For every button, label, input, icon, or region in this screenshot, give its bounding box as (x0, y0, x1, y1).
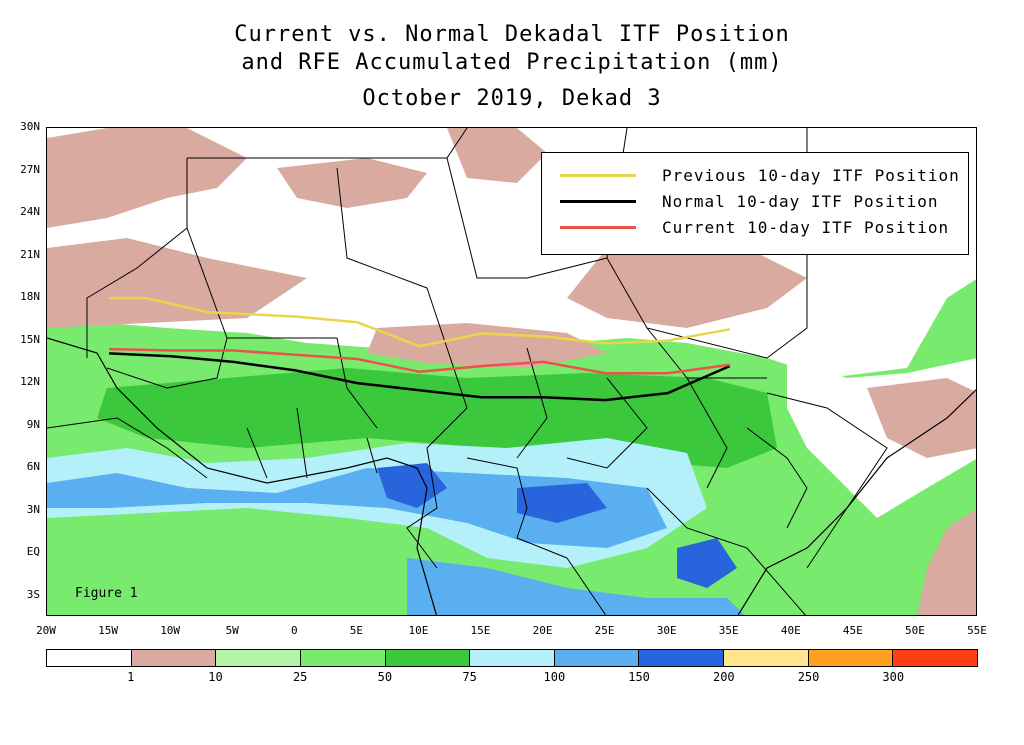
x-tick-label: 20E (532, 624, 553, 637)
wet-zone-150 (47, 468, 667, 548)
x-tick-label: 50E (904, 624, 925, 637)
colorbar-label: 75 (462, 670, 477, 684)
colorbar-label: 300 (882, 670, 905, 684)
colorbar-label: 250 (797, 670, 820, 684)
x-tick-label: 5E (349, 624, 363, 637)
x-tick-label: 55E (967, 624, 987, 637)
colorbar-label: 200 (712, 670, 735, 684)
x-tick-label: 35E (718, 624, 739, 637)
y-tick-label: 3S (26, 587, 40, 601)
dry-patch-5 (47, 238, 307, 328)
y-tick-label: 30N (20, 120, 40, 133)
x-tick-label: 15W (98, 624, 118, 637)
colorbar-swatch (131, 650, 217, 666)
x-tick-label: 25E (594, 624, 615, 637)
colorbar-swatch (554, 650, 640, 666)
colorbar-swatch (724, 650, 809, 666)
y-tick-label: 24N (20, 205, 40, 219)
legend-item-normal: Normal 10-day ITF Position (542, 189, 970, 215)
dry-patch-8 (917, 509, 976, 615)
wet-zone-200-b (517, 483, 607, 523)
y-tick-label: 9N (26, 417, 40, 431)
wet-zone-150-south (407, 558, 745, 615)
dry-patch-3 (447, 128, 547, 183)
dry-patch-1 (47, 128, 247, 228)
dry-patch-7 (867, 378, 976, 458)
y-tick-label: 27N (20, 162, 40, 176)
chart-title-line-2: and RFE Accumulated Precipitation (mm) (241, 50, 783, 75)
colorbar-label: 10 (208, 670, 223, 684)
x-tick-label: 20W (36, 624, 56, 637)
legend-item-previous: Previous 10-day ITF Position (542, 163, 970, 189)
colorbar-swatch (300, 650, 386, 666)
dry-patch-6 (367, 323, 607, 368)
itf-legend: Previous 10-day ITF Position Normal 10-d… (541, 152, 969, 255)
coastline (47, 337, 976, 615)
legend-line-previous (560, 174, 636, 177)
x-tick-label: 0 (290, 624, 298, 637)
colorbar-label: 150 (628, 670, 650, 684)
legend-line-current (560, 226, 636, 229)
wet-zone-200-c (677, 538, 737, 588)
chart-subtitle-date: October 2019, Dekad 3 (362, 86, 662, 111)
dry-patch-4 (567, 238, 807, 328)
y-tick-label: 12N (20, 375, 40, 389)
legend-line-normal (560, 200, 636, 203)
colorbar-label: 50 (377, 670, 393, 684)
figure-label: Figure 1 (75, 586, 138, 601)
legend-item-current: Current 10-day ITF Position (542, 215, 970, 241)
wet-zone-200 (377, 463, 447, 508)
y-tick-label: 3N (26, 502, 40, 516)
x-tick-label: 40E (780, 624, 801, 637)
y-tick-label: 6N (26, 460, 40, 474)
x-tick-label: 10E (408, 624, 429, 637)
colorbar-swatch (216, 650, 301, 666)
colorbar-swatch (808, 650, 894, 666)
colorbar-label: 100 (543, 670, 566, 684)
itf-line-previous (109, 296, 730, 348)
y-tick-label: 21N (20, 247, 40, 261)
x-tick-label: 5W (225, 624, 239, 637)
y-tick-label: 18N (20, 290, 40, 304)
itf-line-normal (109, 352, 731, 402)
x-tick-label: 30E (656, 624, 677, 637)
colorbar-swatch (639, 650, 725, 666)
country-borders (47, 128, 888, 615)
x-tick-label: 45E (842, 624, 863, 637)
precip-colorbar (46, 649, 978, 667)
x-tick-label: 15E (470, 624, 491, 637)
itf-lines (109, 296, 731, 402)
legend-label-previous: Previous 10-day ITF Position (662, 166, 960, 185)
y-tick-label: EQ (26, 545, 40, 559)
colorbar-swatch (893, 650, 978, 666)
colorbar-swatch (470, 650, 555, 666)
colorbar-swatch (47, 650, 132, 666)
legend-label-current: Current 10-day ITF Position (662, 218, 950, 237)
colorbar-swatch (385, 650, 471, 666)
itf-line-current (109, 347, 730, 375)
chart-title-line-1: Current vs. Normal Dekadal ITF Position (234, 22, 790, 47)
colorbar-label: 25 (292, 670, 308, 684)
colorbar-label: 1 (127, 670, 135, 684)
dry-patch-2 (277, 158, 427, 208)
x-tick-label: 10W (160, 624, 181, 637)
map-frame: Previous 10-day ITF Position Normal 10-d… (46, 127, 977, 616)
y-tick-label: 15N (20, 332, 40, 346)
legend-label-normal: Normal 10-day ITF Position (662, 192, 939, 211)
